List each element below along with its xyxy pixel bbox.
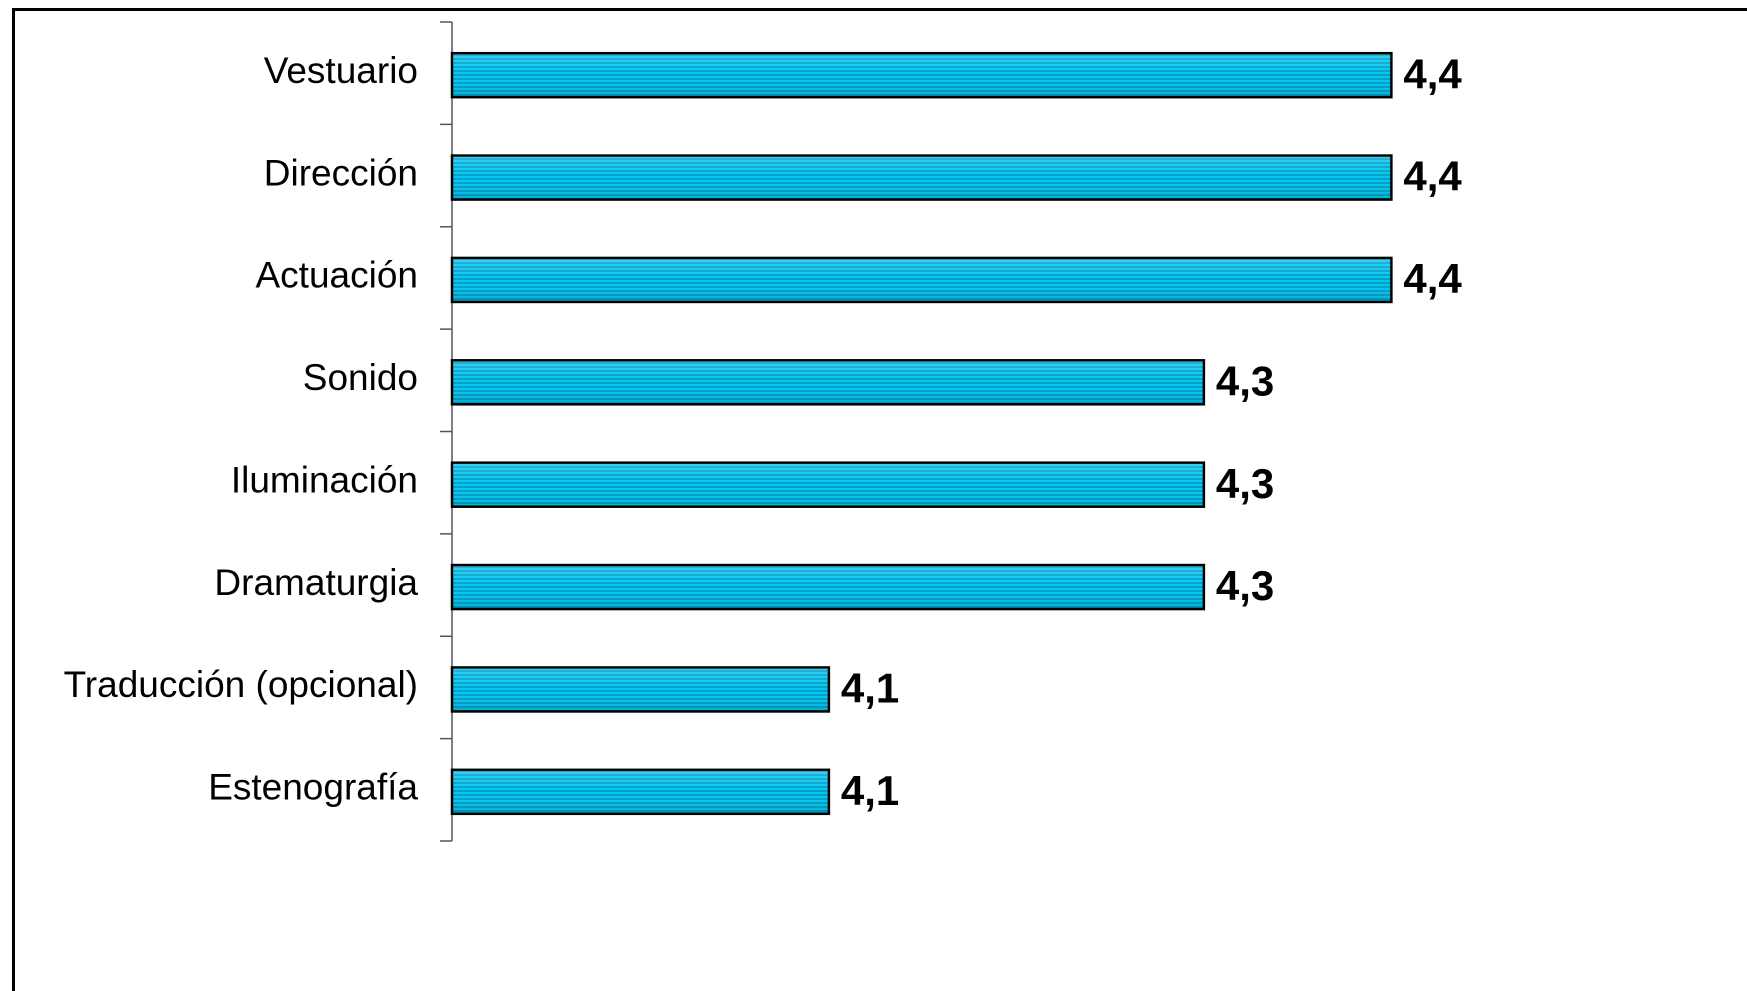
chart-frame: [12, 8, 1747, 991]
category-label: Iluminación: [231, 459, 418, 500]
data-label: 4,4: [1403, 153, 1462, 200]
bar-shading: [453, 770, 828, 813]
data-label: 4,4: [1403, 255, 1462, 302]
data-label: 4,1: [841, 767, 899, 814]
data-label: 4,3: [1216, 460, 1274, 507]
category-label: Dramaturgia: [214, 562, 418, 603]
category-label: Traducción (opcional): [64, 664, 418, 705]
data-label: 4,1: [841, 665, 899, 712]
category-label: Dirección: [264, 152, 418, 193]
bar-shading: [453, 463, 1203, 506]
data-label: 4,4: [1403, 50, 1462, 97]
category-axis: [440, 21, 453, 842]
category-label: Estenografía: [208, 767, 418, 808]
bar-shading: [453, 156, 1391, 199]
bar-shading: [453, 566, 1203, 609]
data-label: 4,3: [1216, 562, 1274, 609]
labels-group: Vestuario 4,4 Dirección 4,4 Actuación 4,4 Soni…: [64, 50, 1463, 814]
category-label: Sonido: [303, 357, 418, 398]
bar-shading: [453, 54, 1391, 97]
category-label: Actuación: [256, 255, 419, 296]
bar-shading: [453, 258, 1391, 301]
bar-shading: [453, 668, 828, 711]
category-label: Vestuario: [264, 50, 418, 91]
data-label: 4,3: [1216, 357, 1274, 404]
bar-shading: [453, 361, 1203, 404]
bars-group: [450, 51, 1393, 816]
